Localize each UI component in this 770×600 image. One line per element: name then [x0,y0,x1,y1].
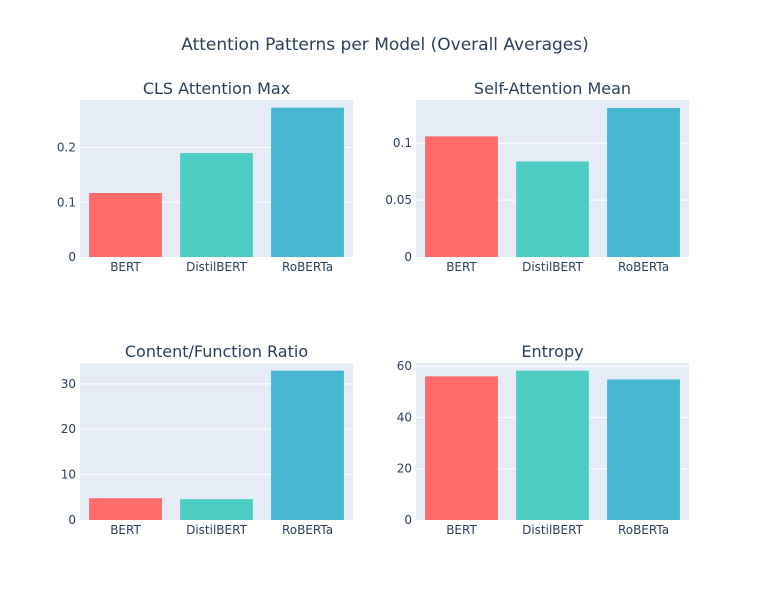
y-tick-label: 0.1 [57,195,76,209]
x-tick-label: RoBERTa [618,260,669,274]
bar-bert [89,192,162,257]
x-tick-label: RoBERTa [282,523,333,537]
subplot-title: CLS Attention Max [143,79,290,98]
y-tick-label: 0 [404,250,412,264]
y-tick-label: 20 [61,422,76,436]
bar-roberta [271,370,344,520]
y-tick-label: 60 [397,359,412,373]
bar-roberta [607,107,680,257]
subplot-3: 0 10 20 30 BERT DistilBERT RoBERTa Content/Func… [61,342,353,537]
y-tick-label: 0 [68,513,76,527]
bar-roberta [271,107,344,257]
subplot-title: Content/Function Ratio [125,342,308,361]
y-tick-label: 0.2 [57,141,76,155]
x-tick-label: BERT [110,523,141,537]
bar-distilbert [180,499,253,520]
x-tick-label: BERT [446,523,477,537]
x-tick-label: RoBERTa [618,523,669,537]
x-tick-label: DistilBERT [186,523,247,537]
bar-bert [425,376,498,520]
y-tick-label: 0 [404,513,412,527]
bar-roberta [607,379,680,520]
figure-title: Attention Patterns per Model (Overall Av… [181,35,588,55]
x-tick-label: BERT [446,260,477,274]
subplot-title: Self-Attention Mean [474,79,631,98]
bar-distilbert [516,161,589,257]
x-tick-label: DistilBERT [186,260,247,274]
subplot-1: 0 0.1 0.2 BERT DistilBERT RoBERTa CLS Attentio… [57,79,353,274]
x-tick-label: BERT [110,260,141,274]
x-tick-label: DistilBERT [522,260,583,274]
bar-bert [89,498,162,520]
y-tick-label: 30 [61,377,76,391]
y-tick-label: 0 [68,250,76,264]
y-tick-label: 40 [397,410,412,424]
bar-bert [425,136,498,257]
y-tick-label: 10 [61,468,76,482]
y-tick-label: 0.1 [393,136,412,150]
bar-distilbert [180,153,253,257]
x-tick-label: RoBERTa [282,260,333,274]
x-tick-label: DistilBERT [522,523,583,537]
y-tick-label: 20 [397,462,412,476]
subplot-2: 0 0.05 0.1 BERT DistilBERT RoBERTa Self-Attent… [385,79,689,274]
y-tick-label: 0.05 [385,193,412,207]
subplot-title: Entropy [521,342,583,361]
bar-distilbert [516,370,589,520]
subplot-4: 0 20 40 60 BERT DistilBERT RoBERTa Entropy [397,342,689,537]
